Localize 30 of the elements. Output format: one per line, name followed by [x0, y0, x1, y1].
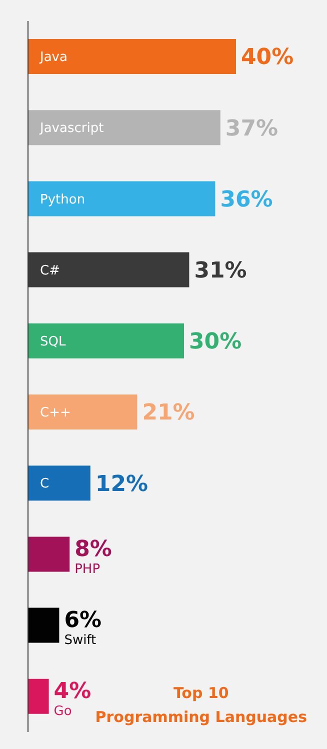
- bar: [28, 678, 49, 714]
- data-label: 8%: [74, 536, 112, 562]
- y-tick-label: Javascript: [39, 121, 104, 136]
- bar: [28, 608, 60, 643]
- bar: [28, 39, 236, 74]
- data-label: 21%: [142, 400, 195, 426]
- data-label: 6%: [64, 608, 102, 633]
- data-label: 31%: [194, 258, 247, 284]
- data-label: 30%: [189, 330, 242, 355]
- bar: [28, 394, 138, 430]
- bar: [28, 181, 216, 216]
- data-label: 12%: [95, 472, 148, 497]
- bar: [28, 466, 90, 501]
- y-tick-label: C++: [40, 406, 71, 421]
- y-tick-label: Go: [54, 704, 72, 719]
- data-label: 37%: [225, 116, 278, 142]
- bar: [28, 536, 70, 572]
- bar: [28, 323, 184, 358]
- y-tick-label: Swift: [64, 632, 96, 648]
- data-label: 4%: [54, 679, 92, 704]
- y-tick-label: C: [40, 476, 50, 492]
- data-label: 40%: [241, 45, 294, 70]
- y-tick-label: PHP: [74, 562, 100, 577]
- y-tick-label: Python: [40, 192, 86, 208]
- y-tick-label: SQL: [40, 334, 66, 350]
- text: Top 10 Programming Languages: [95, 683, 307, 728]
- y-tick-label: Java: [39, 50, 68, 66]
- data-label: 36%: [220, 187, 273, 212]
- bar: [28, 110, 220, 146]
- y-tick-label: C#: [40, 263, 60, 278]
